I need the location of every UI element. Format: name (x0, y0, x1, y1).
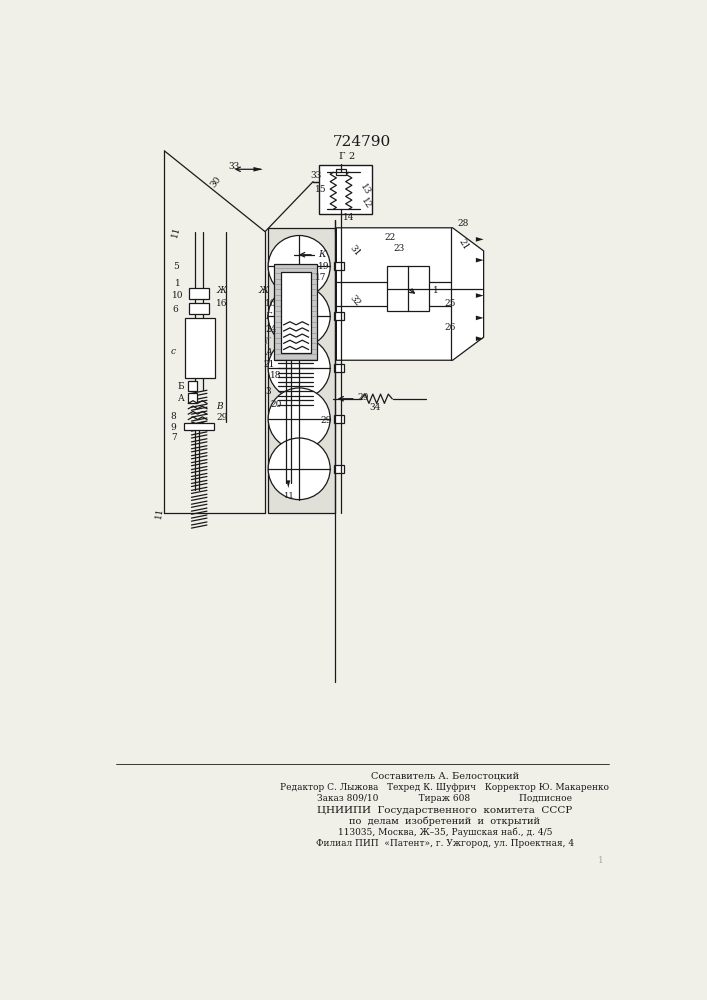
Polygon shape (253, 167, 263, 172)
Text: 11: 11 (170, 225, 182, 238)
Text: 33: 33 (228, 162, 239, 171)
Text: Г: Г (264, 337, 270, 346)
Text: 724790: 724790 (333, 135, 391, 149)
Text: 17: 17 (315, 273, 327, 282)
Text: 31: 31 (348, 244, 362, 258)
Polygon shape (476, 316, 484, 320)
Text: Г: Г (338, 152, 344, 161)
Bar (187, 393, 197, 403)
Circle shape (268, 286, 330, 347)
Text: 21: 21 (457, 238, 470, 252)
Bar (320, 165, 372, 214)
Text: 1: 1 (598, 856, 604, 865)
Circle shape (268, 235, 330, 297)
Text: 15: 15 (315, 185, 327, 194)
Polygon shape (476, 293, 484, 298)
Text: 26: 26 (445, 323, 456, 332)
Bar (185, 423, 214, 430)
Text: 8: 8 (170, 412, 176, 421)
Text: 1: 1 (175, 279, 181, 288)
Text: 5: 5 (174, 262, 180, 271)
Text: 22: 22 (385, 233, 396, 242)
Bar (185, 318, 215, 378)
Bar (334, 262, 344, 270)
Polygon shape (286, 480, 291, 488)
Bar (189, 303, 209, 314)
Polygon shape (476, 336, 484, 341)
Polygon shape (476, 237, 484, 242)
Text: 9: 9 (170, 423, 176, 432)
Text: 34: 34 (370, 403, 381, 412)
Bar (334, 465, 344, 473)
Text: 24: 24 (265, 325, 276, 334)
Text: 6: 6 (172, 305, 178, 314)
Bar (334, 312, 344, 320)
Text: 18: 18 (270, 371, 281, 380)
Bar (337, 169, 346, 175)
Text: 113035, Москва, Ж–35, Раушская наб., д. 4/5: 113035, Москва, Ж–35, Раушская наб., д. … (338, 828, 552, 837)
Text: 33: 33 (310, 171, 321, 180)
Text: 1: 1 (433, 286, 438, 295)
Text: 25: 25 (445, 299, 457, 308)
Text: по  делам  изобретений  и  открытий: по делам изобретений и открытий (349, 817, 540, 826)
Text: 29: 29 (357, 393, 368, 402)
Text: А: А (177, 394, 185, 403)
Text: 10: 10 (172, 291, 184, 300)
Circle shape (268, 438, 330, 500)
Text: 7: 7 (171, 433, 177, 442)
Text: 29: 29 (321, 416, 332, 425)
Text: 12: 12 (360, 196, 373, 210)
Bar (387, 266, 429, 311)
Text: 30: 30 (209, 174, 223, 189)
Polygon shape (337, 228, 484, 360)
Text: Редактор С. Лыжова   Техред К. Шуфрич   Корректор Ю. Макаренко: Редактор С. Лыжова Техред К. Шуфрич Корр… (281, 783, 609, 792)
Text: 2: 2 (349, 152, 355, 161)
Text: 23: 23 (393, 244, 404, 253)
Text: К: К (317, 250, 325, 259)
Bar (274, 264, 317, 360)
Circle shape (268, 388, 330, 450)
Text: Заказ 809/10              Тираж 608                 Подписное: Заказ 809/10 Тираж 608 Подписное (317, 794, 573, 803)
Text: 21: 21 (264, 360, 275, 369)
Text: 14: 14 (343, 213, 354, 222)
Text: Филиал ПИП  «Патент», г. Ужгород, ул. Проектная, 4: Филиал ПИП «Патент», г. Ужгород, ул. Про… (316, 839, 574, 848)
Text: Составитель А. Белостоцкий: Составитель А. Белостоцкий (370, 772, 519, 781)
Text: Ж: Ж (259, 286, 269, 295)
Bar (187, 381, 197, 391)
Circle shape (268, 337, 330, 399)
Bar (268, 228, 335, 513)
Text: 11: 11 (284, 492, 295, 500)
Text: 19: 19 (317, 262, 329, 271)
Text: А: А (265, 348, 272, 357)
Bar (189, 288, 209, 299)
Text: В: В (216, 402, 223, 411)
Text: 11: 11 (154, 506, 165, 519)
Text: Б: Б (177, 382, 184, 391)
Text: 20: 20 (271, 400, 282, 409)
Text: 32: 32 (348, 294, 362, 308)
Text: 29: 29 (216, 413, 228, 422)
Text: ЦНИИПИ  Государственного  комитета  СССР: ЦНИИПИ Государственного комитета СССР (317, 806, 573, 815)
Text: Ж: Ж (216, 286, 226, 295)
Text: 16: 16 (265, 299, 276, 308)
Bar (334, 415, 344, 423)
Text: 3: 3 (265, 387, 271, 396)
Text: 16: 16 (216, 299, 228, 308)
Text: 13: 13 (358, 182, 372, 197)
Text: c: c (170, 347, 175, 356)
Text: Г: Г (265, 312, 271, 321)
Bar (334, 364, 344, 372)
Polygon shape (476, 258, 484, 262)
Text: 28: 28 (457, 219, 469, 228)
Bar (281, 272, 311, 353)
